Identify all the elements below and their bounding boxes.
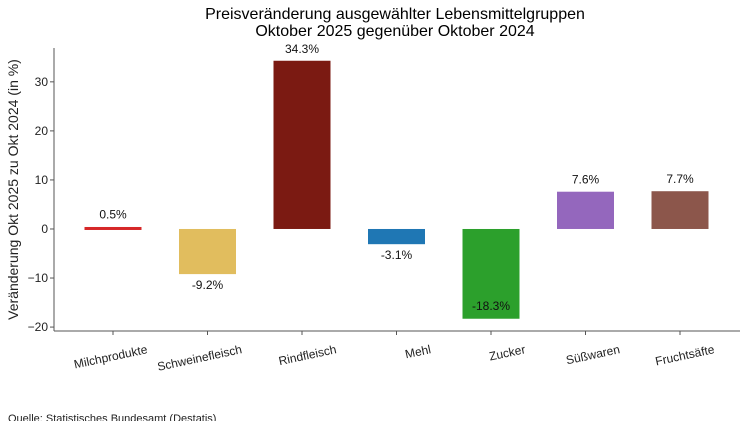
x-tick-label: Milchprodukte	[73, 342, 149, 371]
x-tick-label: Rindfleisch	[277, 342, 337, 368]
bar-süßwaren	[557, 191, 614, 229]
y-tick-label: 30	[35, 75, 49, 89]
bar-schweinefleisch	[179, 228, 236, 275]
y-tick-label: 20	[35, 124, 49, 138]
data-label: 7.7%	[666, 172, 694, 186]
data-label: -18.3%	[472, 299, 510, 313]
data-label: 7.6%	[572, 173, 600, 187]
source-note: Quelle: Statistisches Bundesamt (Destati…	[8, 413, 217, 421]
chart-title: Preisveränderung ausgewählter Lebensmitt…	[205, 6, 585, 23]
data-label: -9.2%	[192, 278, 224, 292]
y-tick-label: 0	[41, 222, 48, 236]
y-axis-label: Veränderung Okt 2025 zu Okt 2024 (in %)	[5, 59, 21, 320]
y-tick-label: 10	[35, 173, 49, 187]
data-label: -3.1%	[381, 248, 413, 262]
y-tick-label: −10	[28, 271, 49, 285]
x-tick-label: Schweinefleisch	[156, 342, 243, 374]
bar-mehl	[368, 228, 425, 245]
x-tick-label: Zucker	[488, 342, 527, 363]
y-tick-label: −20	[28, 320, 49, 334]
data-label: 0.5%	[99, 208, 127, 222]
bar-fruchtsäfte	[651, 191, 709, 229]
x-tick-label: Süßwaren	[565, 342, 621, 367]
x-tick-label: Fruchtsäfte	[654, 342, 716, 368]
bar-milchprodukte	[84, 226, 142, 230]
bar-rindfleisch	[273, 60, 331, 229]
chart-subtitle: Oktober 2025 gegenüber Oktober 2024	[255, 23, 535, 40]
data-label: 34.3%	[285, 42, 319, 56]
x-tick-label: Mehl	[404, 342, 432, 361]
bar-zucker	[462, 228, 520, 319]
